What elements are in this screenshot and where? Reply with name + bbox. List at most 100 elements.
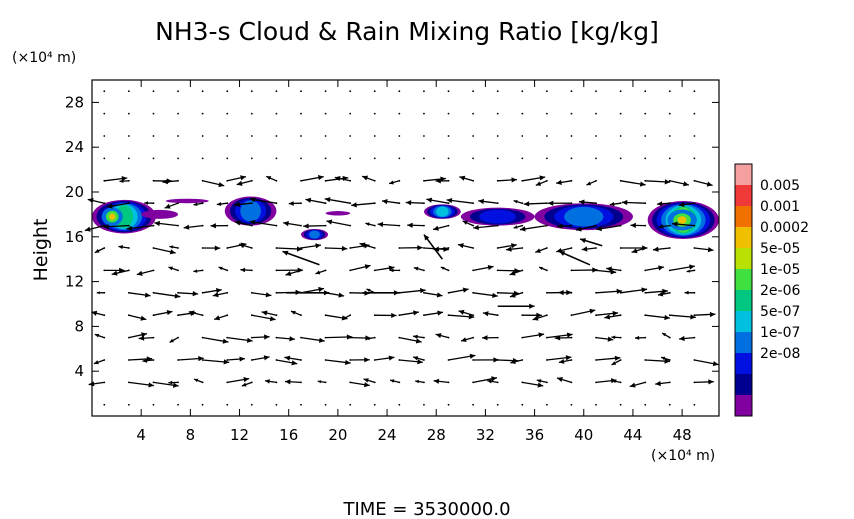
y-tick-label: 24	[65, 138, 84, 156]
x-tick-label: 4	[136, 426, 146, 444]
wind-vector-head	[652, 246, 659, 252]
wind-vector-head	[436, 292, 443, 298]
grid-dot	[521, 90, 524, 93]
wind-vector-head	[433, 225, 439, 231]
wind-vector-head	[405, 200, 412, 206]
grid-dot	[300, 135, 302, 137]
wind-vector-head	[535, 248, 541, 253]
wind-vector-head	[169, 249, 176, 255]
wind-vector-head	[607, 336, 614, 342]
grid-dot	[545, 403, 548, 406]
wind-vector-head	[491, 376, 497, 382]
wind-vector-head	[243, 376, 250, 383]
x-tick-label: 48	[673, 426, 692, 444]
cloud-contour	[479, 209, 517, 224]
wind-vector-head	[264, 379, 270, 384]
grid-dot	[201, 157, 204, 160]
wind-vector-head	[535, 181, 542, 186]
grid-dot	[619, 112, 622, 115]
wind-vector-head	[388, 265, 395, 271]
grid-dot	[324, 112, 327, 115]
wind-vector-head	[144, 292, 151, 298]
wind-vectors	[84, 175, 719, 388]
wind-vector-head	[193, 269, 198, 273]
wind-vector-head	[168, 266, 173, 271]
grid-dot	[349, 403, 352, 406]
grid-dot	[496, 112, 499, 115]
wind-vector-head	[305, 197, 312, 203]
colorbar-segment	[735, 248, 752, 270]
grid-dot	[668, 112, 671, 115]
wind-vector-head	[154, 220, 160, 227]
wind-vector-head	[284, 379, 291, 385]
grid-dot	[595, 112, 597, 115]
grid-dot	[545, 112, 548, 115]
colorbar-frame	[734, 163, 753, 417]
wind-vector-head	[446, 197, 453, 204]
wind-vector-head	[461, 337, 467, 342]
grid-dot	[324, 135, 327, 137]
wind-vector-head	[487, 379, 492, 384]
wind-vector-head	[318, 337, 325, 343]
grid-dot	[423, 157, 425, 160]
grid-dot	[472, 157, 475, 160]
grid-dot	[644, 90, 647, 93]
colorbar-segment	[735, 311, 752, 333]
grid-dot	[521, 403, 524, 406]
wind-vector-head	[103, 223, 109, 230]
grid-dot	[595, 135, 597, 137]
wind-vector-head	[342, 316, 347, 320]
wind-vector-head	[174, 293, 181, 299]
grid-dot	[250, 157, 253, 160]
wind-vector-head	[614, 355, 621, 361]
grid-dot	[373, 90, 376, 93]
wind-vector-head	[324, 197, 331, 203]
wind-vector-head	[473, 224, 479, 231]
x-tick-label: 8	[186, 426, 196, 444]
wind-vector-head	[596, 225, 603, 232]
grid-dot	[423, 112, 425, 115]
wind-vector-head	[359, 242, 366, 248]
grid-dot	[644, 157, 647, 160]
grid-dot	[103, 112, 106, 115]
grid-dot	[619, 135, 622, 137]
wind-vector-head	[482, 311, 489, 317]
grid-dot	[152, 90, 155, 93]
wind-vector-head	[554, 335, 561, 341]
wind-vector-head	[468, 314, 475, 320]
grid-dot	[127, 403, 130, 406]
grid-dot	[226, 112, 229, 115]
time-label: TIME = 3530000.0	[342, 499, 510, 519]
grid-dot	[521, 135, 524, 137]
grid-dot	[226, 135, 229, 137]
cloud-contour	[165, 198, 209, 204]
grid-dot	[570, 403, 573, 406]
y-tick-label: 28	[65, 93, 84, 111]
wind-vector-head	[212, 292, 219, 298]
wind-vector-head	[417, 359, 423, 365]
grid-dot	[693, 157, 696, 160]
grid-dot	[595, 403, 597, 406]
grid-dot	[423, 403, 425, 406]
grid-dot	[373, 112, 376, 115]
grid-dot	[103, 135, 106, 137]
grid-dot	[275, 112, 278, 115]
wind-vector-head	[169, 338, 174, 343]
wind-vector-head	[592, 267, 598, 273]
wind-vector-head	[119, 179, 124, 183]
grid-dot	[595, 157, 597, 160]
wind-vector-head	[246, 337, 253, 343]
wind-vector-head	[611, 361, 617, 365]
y-tick-label: 8	[74, 317, 84, 335]
wind-vector-head	[575, 226, 582, 232]
wind-vector-head	[547, 200, 554, 206]
grid-dot	[644, 403, 647, 406]
colorbar-label: 0.001	[760, 199, 800, 215]
wind-vector-head	[656, 201, 663, 207]
wind-vector-head	[655, 380, 661, 387]
grid-dot	[398, 135, 401, 137]
wind-vector-head	[341, 245, 348, 252]
grid-dot	[619, 90, 622, 93]
wind-vector-head	[94, 333, 100, 338]
